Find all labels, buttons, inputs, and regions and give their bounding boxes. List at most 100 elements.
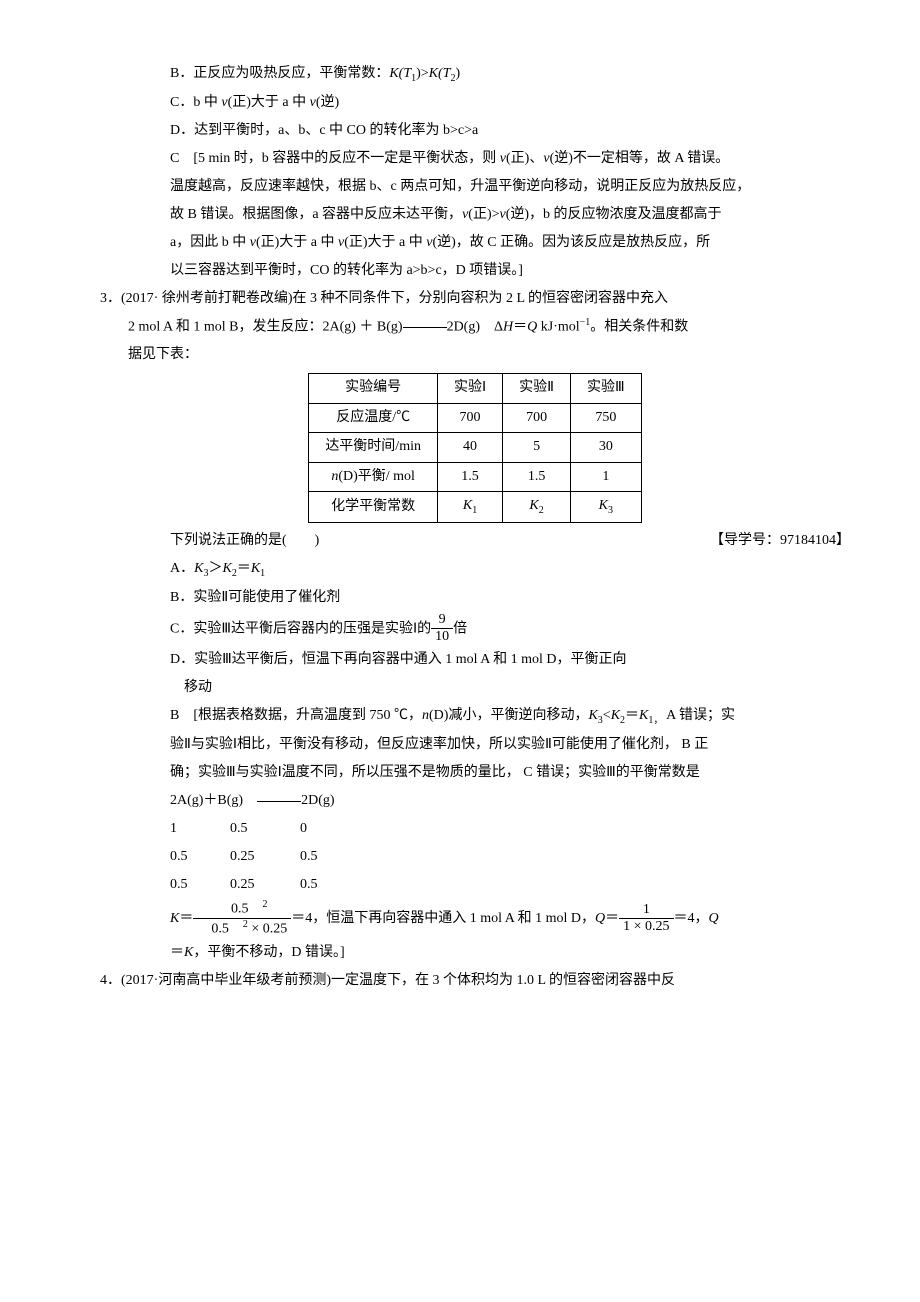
op: <: [603, 708, 611, 723]
text: 确；实验Ⅲ与实验Ⅰ温度不同，所以压强不是物质的量比， C 错误；实验Ⅲ的平衡常数…: [170, 765, 700, 780]
th: 实验编号: [309, 374, 438, 403]
text: D．实验Ⅲ达平衡后，恒温下再向容器中通入 1 mol A 和 1 mol D，平…: [170, 652, 627, 667]
guide-number: 【导学号：97184104】: [710, 527, 850, 555]
text: (逆)不一定相等，故 A 错误。: [550, 151, 730, 166]
q-number: 3．: [100, 291, 121, 306]
td: 40: [437, 433, 502, 462]
q3-ice-row: 10.50: [170, 815, 850, 843]
q-number: 4．: [100, 973, 121, 988]
eq: ＝: [513, 319, 527, 334]
text: (正)大于 a 中: [228, 95, 310, 110]
cell: 0.5: [170, 871, 230, 899]
q: Q: [709, 911, 719, 926]
q3-option-d: D．实验Ⅲ达平衡后，恒温下再向容器中通入 1 mol A 和 1 mol D，平…: [170, 646, 850, 674]
q3-final-line: ＝K，平衡不移动，D 错误。]: [170, 939, 850, 967]
table-row: n(D)平衡/ mol 1.5 1.5 1: [309, 462, 641, 491]
op: ＝: [625, 708, 639, 723]
text: C．b 中: [170, 95, 221, 110]
th: 实验Ⅲ: [571, 374, 642, 403]
sup: 2: [263, 899, 268, 910]
fraction: 910: [431, 612, 453, 647]
td: K3: [571, 492, 642, 523]
td: 30: [571, 433, 642, 462]
k: K: [222, 561, 231, 576]
ask: 下列说法正确的是( ): [170, 527, 319, 555]
table-row: 化学平衡常数 K1 K2 K3: [309, 492, 641, 523]
denominator: 10: [431, 629, 453, 646]
text: 温度越高，反应速率越快，根据 b、c 两点可知，升温平衡逆向移动，说明正反应为放…: [170, 179, 750, 194]
td: 5: [503, 433, 571, 462]
sub: 1: [472, 505, 477, 516]
text: a，因此 b 中: [170, 235, 250, 250]
q3-eqn: 2A(g)＋B(g) 2D(g): [170, 787, 850, 815]
kt1: K(T: [389, 66, 411, 81]
text: 故 B 错误。根据图像，a 容器中反应未达平衡，: [170, 207, 462, 222]
td: 1.5: [503, 462, 571, 491]
text: A 错误；实: [663, 708, 735, 723]
q2-option-d: D．达到平衡时，a、b、c 中 CO 的转化率为 b>c>a: [170, 117, 850, 145]
q3-line2: 2 mol A 和 1 mol B，发生反应：2A(g) ＋ B(g)2D(g)…: [100, 313, 850, 342]
fraction: 11 × 0.25: [619, 902, 673, 937]
q3-ice-row: 0.50.250.5: [170, 843, 850, 871]
n: n: [422, 708, 429, 723]
text: (正)大于 a 中: [344, 235, 426, 250]
q3-option-a: A．K3＞K2＝K1: [170, 555, 850, 584]
sub: 1，: [648, 715, 663, 726]
text: 以三容器达到平衡时，CO 的转化率为 a>b>c，D 项错误。]: [170, 263, 523, 278]
answer-label: B: [170, 708, 179, 723]
unit: kJ·mol: [537, 319, 579, 334]
q3-k-line: K＝ 0.5 2 0.5 2 × 0.25＝4，恒温下再向容器中通入 1 mol…: [170, 899, 850, 939]
td: K2: [503, 492, 571, 523]
q2-option-c: C．b 中 v(正)大于 a 中 v(逆): [170, 89, 850, 117]
val: × 0.25: [248, 922, 287, 937]
cell: 0: [300, 815, 350, 843]
val: 0.5: [211, 922, 229, 937]
q3-table: 实验编号 实验Ⅰ 实验Ⅱ 实验Ⅲ 反应温度/℃ 700 700 750 达平衡时…: [308, 373, 641, 522]
text: 据见下表：: [128, 347, 198, 362]
td: 1: [571, 462, 642, 491]
q2-option-b: B．正反应为吸热反应，平衡常数：K(T1)>K(T2): [170, 60, 850, 89]
q3-option-c: C．实验Ⅲ达平衡后容器内的压强是实验Ⅰ的910倍: [170, 612, 850, 647]
text: B．实验Ⅱ可能使用了催化剂: [170, 590, 340, 605]
cell: 0.5: [300, 871, 350, 899]
k: K: [588, 708, 597, 723]
k: K: [170, 911, 179, 926]
q4-line1: 4．(2017·河南高中毕业年级考前预测)一定温度下，在 3 个体积均为 1.0…: [100, 967, 850, 995]
q2-answer-line: 温度越高，反应速率越快，根据 b、c 两点可知，升温平衡逆向移动，说明正反应为放…: [170, 173, 850, 201]
text: 2 mol A 和 1 mol B，发生反应：2A(g) ＋ B(g): [128, 319, 403, 334]
k: K: [529, 498, 538, 513]
eq: ＝: [170, 945, 184, 960]
h: H: [503, 319, 513, 334]
text: C．实验Ⅲ达平衡后容器内的压强是实验Ⅰ的: [170, 621, 431, 636]
q3-answer: B [根据表格数据，升高温度到 750 ℃，n(D)减小，平衡逆向移动，K3<K…: [170, 702, 850, 731]
sub: 3: [608, 505, 613, 516]
cell: 1: [170, 815, 230, 843]
q: Q: [527, 319, 537, 334]
eq: ＝: [605, 911, 619, 926]
answer-label: C: [170, 151, 179, 166]
text: (正)、: [506, 151, 543, 166]
text: (逆)，b 的反应物浓度及温度都高于: [506, 207, 722, 222]
text: D．达到平衡时，a、b、c 中 CO 的转化率为 b>c>a: [170, 123, 478, 138]
text: ＝4，恒温下再向容器中通入 1 mol A 和 1 mol D，: [291, 911, 595, 926]
q3-answer-line: 确；实验Ⅲ与实验Ⅰ温度不同，所以压强不是物质的量比， C 错误；实验Ⅲ的平衡常数…: [170, 759, 850, 787]
kt2: K(T: [429, 66, 451, 81]
text: (逆)，故 C 正确。因为该反应是放热反应，所: [432, 235, 710, 250]
q3-line3: 据见下表：: [100, 341, 850, 369]
mid: )>: [416, 66, 429, 81]
th: 实验Ⅰ: [437, 374, 502, 403]
td: 700: [503, 403, 571, 432]
text: (正)>: [468, 207, 499, 222]
sup: −1: [580, 317, 591, 328]
eq: ＝: [179, 911, 193, 926]
k: K: [639, 708, 648, 723]
label: A．: [170, 561, 194, 576]
td: 反应温度/℃: [309, 403, 438, 432]
sub: 2: [539, 505, 544, 516]
op: ＞: [208, 561, 222, 576]
text: (2017· 徐州考前打靶卷改编)在 3 种不同条件下，分别向容积为 2 L 的…: [121, 291, 668, 306]
text: B．正反应为吸热反应，平衡常数：: [170, 66, 389, 81]
td: 700: [437, 403, 502, 432]
k: K: [251, 561, 260, 576]
td: 1.5: [437, 462, 502, 491]
